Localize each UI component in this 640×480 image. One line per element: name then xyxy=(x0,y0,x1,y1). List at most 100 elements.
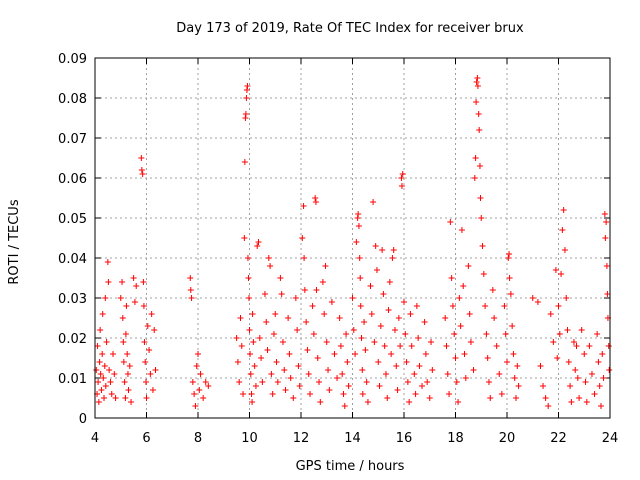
y-tick-label: 0.01 xyxy=(58,372,87,387)
data-point xyxy=(120,339,127,345)
data-point xyxy=(326,387,333,393)
data-point xyxy=(303,319,310,325)
x-tick-label: 20 xyxy=(499,431,516,446)
data-point xyxy=(576,395,583,401)
data-point xyxy=(99,351,106,357)
data-point xyxy=(317,399,324,405)
data-point xyxy=(356,255,363,261)
data-point xyxy=(540,383,547,389)
data-point xyxy=(601,211,608,217)
data-point xyxy=(141,339,148,345)
data-point xyxy=(265,255,272,261)
data-point xyxy=(506,251,513,257)
data-point xyxy=(93,367,100,373)
data-point xyxy=(240,391,247,397)
data-point xyxy=(98,387,105,393)
data-point xyxy=(242,111,249,117)
data-point xyxy=(322,263,329,269)
data-point xyxy=(357,303,364,309)
data-point xyxy=(448,275,455,281)
data-point xyxy=(491,315,498,321)
data-point xyxy=(534,299,541,305)
data-point xyxy=(547,311,554,317)
data-point xyxy=(336,315,343,321)
data-point xyxy=(384,395,391,401)
data-point xyxy=(476,127,483,133)
data-point xyxy=(281,367,288,373)
data-point xyxy=(588,371,595,377)
data-point xyxy=(493,343,500,349)
data-point xyxy=(368,311,375,317)
data-point xyxy=(502,331,509,337)
data-point xyxy=(444,371,451,377)
data-point xyxy=(122,395,129,401)
data-point xyxy=(312,199,319,205)
y-tick-label: 0.03 xyxy=(58,292,87,307)
x-tick-label: 24 xyxy=(602,431,619,446)
y-tick-label: 0.09 xyxy=(58,52,87,67)
data-point xyxy=(361,319,368,325)
data-point xyxy=(139,171,146,177)
data-point xyxy=(244,83,251,89)
data-point xyxy=(273,359,280,365)
data-point xyxy=(380,291,387,297)
data-point xyxy=(586,343,593,349)
data-point xyxy=(191,391,198,397)
data-point xyxy=(595,359,602,365)
data-point xyxy=(119,315,126,321)
data-point xyxy=(195,351,201,357)
data-point xyxy=(233,335,240,341)
data-point xyxy=(278,291,285,297)
data-point xyxy=(458,227,465,233)
data-point xyxy=(328,299,335,305)
data-point xyxy=(477,195,484,201)
y-tick-label: 0.02 xyxy=(58,332,87,347)
data-point xyxy=(110,351,117,357)
data-point xyxy=(120,359,127,365)
data-point xyxy=(101,395,108,401)
data-point xyxy=(554,355,561,361)
data-point xyxy=(138,167,145,173)
data-point xyxy=(319,279,326,285)
data-point xyxy=(605,343,612,349)
data-point xyxy=(483,331,490,337)
data-point xyxy=(602,235,609,241)
data-point xyxy=(95,379,102,385)
data-point xyxy=(143,395,150,401)
data-point xyxy=(443,343,450,349)
data-point xyxy=(96,359,103,365)
data-point xyxy=(462,375,469,381)
data-point xyxy=(341,403,348,409)
data-point xyxy=(395,315,402,321)
data-point xyxy=(428,339,435,345)
data-point xyxy=(241,159,248,165)
data-point xyxy=(105,279,112,285)
data-point xyxy=(501,303,508,309)
data-point xyxy=(563,295,570,301)
data-point xyxy=(261,291,268,297)
data-point xyxy=(385,307,392,313)
data-point xyxy=(578,327,585,333)
data-point xyxy=(478,215,485,221)
data-point xyxy=(415,335,422,341)
data-point xyxy=(250,339,257,345)
data-point xyxy=(474,83,481,89)
data-point xyxy=(246,327,253,333)
data-point xyxy=(301,287,308,293)
data-point xyxy=(296,383,303,389)
data-point xyxy=(504,359,510,365)
data-point xyxy=(128,399,135,405)
data-point xyxy=(345,383,352,389)
data-point xyxy=(340,391,347,397)
data-point xyxy=(482,303,489,309)
data-point xyxy=(473,79,480,85)
data-point xyxy=(205,383,212,389)
data-point xyxy=(372,243,379,249)
data-point xyxy=(256,335,263,341)
data-point xyxy=(371,339,378,345)
data-point xyxy=(404,379,411,385)
data-point xyxy=(506,275,513,281)
y-tick-label: 0 xyxy=(79,412,87,427)
data-point xyxy=(274,379,281,385)
data-point xyxy=(259,379,266,385)
